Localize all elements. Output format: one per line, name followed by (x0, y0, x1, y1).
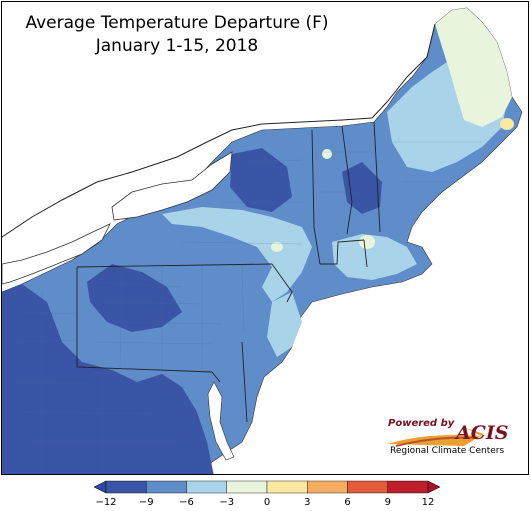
region-pale-spot-2 (322, 149, 332, 159)
acis-swoosh-icon (388, 428, 484, 447)
legend-tick-label: 0 (263, 497, 271, 508)
region-light-blue-coast (332, 234, 417, 280)
region-pale-spot-3 (271, 242, 283, 252)
chesapeake-bay (207, 381, 235, 461)
lake-ontario (111, 151, 233, 221)
temperature-departure-map (2, 7, 523, 474)
legend-tick-label: −9 (138, 497, 154, 508)
legend-colorbar (93, 480, 441, 494)
region-light-blue-valley (162, 207, 312, 302)
legend-color-bin (387, 480, 429, 494)
map-title: Average Temperature Departure (F) (25, 13, 329, 33)
region-warm-spot (500, 118, 514, 130)
county-lines (11, 141, 482, 474)
map-frame: Average Temperature Departure (F) Januar… (1, 1, 529, 475)
legend-tick-label: −12 (95, 497, 117, 508)
state-boundaries (76, 121, 381, 423)
legend-color-bin (347, 480, 388, 494)
logo-name: ACIS (456, 422, 509, 444)
legend-tick-label: −3 (219, 497, 235, 508)
acis-logo: Powered by ACIS Regional Climate Centers (386, 416, 516, 460)
lake-erie (2, 223, 111, 285)
region-dark-blue-pa (87, 264, 182, 332)
legend-tick-label: −6 (179, 497, 194, 508)
region-pale-spot-1 (359, 235, 375, 249)
legend-high-arrow (427, 480, 441, 494)
legend-color-bin (105, 480, 147, 494)
legend-color-bin (146, 480, 187, 494)
region-near-normal-maine (435, 8, 512, 127)
legend-color-bin (266, 480, 308, 494)
legend-tick-label: 9 (384, 497, 391, 508)
legend-tick-label: 3 (304, 497, 311, 508)
region-dark-blue-southwest (2, 284, 214, 474)
logo-powered-by: Powered by (388, 418, 455, 429)
legend-color-bin (186, 480, 227, 494)
legend-tick-label: 12 (421, 497, 435, 508)
region-light-blue-nj (267, 292, 302, 357)
canada-boundary (2, 23, 436, 238)
legend-color-bin (226, 480, 268, 494)
legend-low-arrow (93, 480, 107, 494)
logo-subtitle: Regional Climate Centers (390, 446, 505, 456)
map-subtitle: January 1-15, 2018 (95, 36, 259, 56)
region-dark-blue-ny (230, 148, 292, 212)
legend-tick-label: 6 (344, 497, 351, 508)
legend-color-bin (307, 480, 348, 494)
